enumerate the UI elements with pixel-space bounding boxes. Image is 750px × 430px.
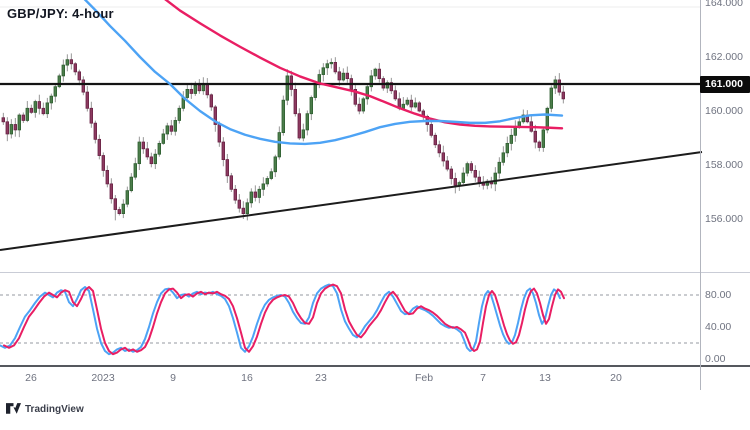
- price-line-label: 161.000: [700, 76, 750, 93]
- tradingview-logo-icon: [6, 403, 21, 414]
- fast-ma-line: [83, 0, 564, 146]
- grid-lines: [0, 6, 700, 344]
- time-axis-label: 23: [315, 372, 327, 384]
- chart-title: GBP/JPY: 4-hour: [7, 6, 114, 21]
- price-pane[interactable]: [0, 0, 703, 252]
- slow-ma-line: [164, 0, 564, 130]
- stoch-axis-label: 0.00: [705, 353, 726, 365]
- stoch-d-line: [3, 283, 565, 356]
- time-axis-label: 20: [610, 372, 622, 384]
- stoch-k-line: [0, 283, 561, 356]
- price-axis-label: 158.000: [705, 159, 743, 171]
- stochastic-pane[interactable]: [0, 283, 565, 356]
- time-axis-label: 7: [480, 372, 486, 384]
- time-axis-label: 13: [539, 372, 551, 384]
- time-axis-label: 16: [241, 372, 253, 384]
- price-axis-label: 162.000: [705, 51, 743, 63]
- time-axis-label: 2023: [91, 372, 115, 384]
- time-axis-label: 26: [25, 372, 37, 384]
- price-axis-label: 156.000: [705, 213, 743, 225]
- time-axis-label: 9: [170, 372, 176, 384]
- candles: [1, 53, 565, 221]
- tradingview-logo-text: TradingView: [25, 404, 84, 415]
- tradingview-attribution[interactable]: TradingView: [6, 403, 84, 416]
- pane-borders: [0, 0, 750, 390]
- price-axis-label: 160.000: [705, 105, 743, 117]
- rising-trendline: [0, 151, 703, 252]
- stoch-axis-label: 40.00: [705, 321, 732, 333]
- stoch-axis-label: 80.00: [705, 289, 732, 301]
- price-axis-label: 164.000: [705, 0, 743, 9]
- time-axis-label: Feb: [414, 372, 434, 384]
